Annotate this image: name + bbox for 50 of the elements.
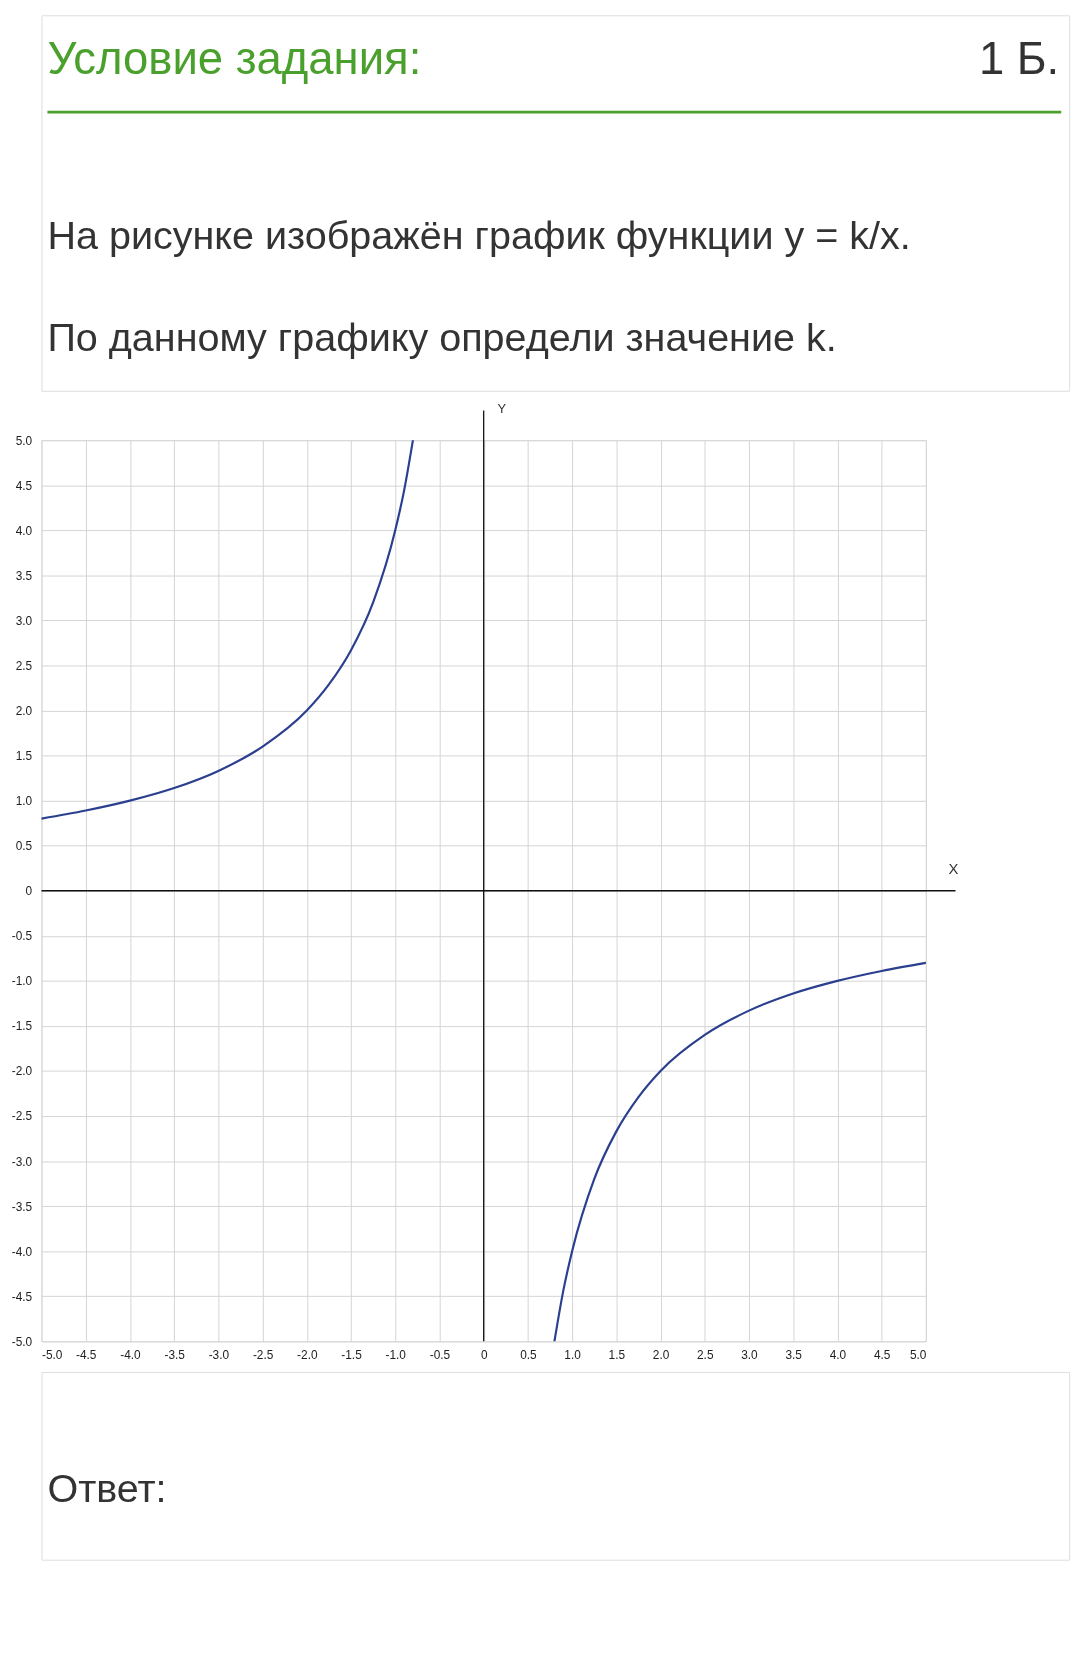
x-tick-label: -2.5 (252, 1347, 274, 1362)
y-tick-label: -5.0 (11, 1334, 33, 1349)
y-tick-label: 0 (25, 884, 33, 899)
x-tick-label: 0 (480, 1347, 488, 1362)
y-tick-label: -4.5 (11, 1289, 33, 1304)
y-tick-label: 4.5 (15, 478, 33, 493)
y-tick-label: -4.0 (11, 1244, 33, 1259)
x-tick-label: 5.0 (909, 1347, 927, 1362)
y-tick-label: -2.5 (11, 1109, 33, 1124)
x-tick-label: 0.5 (520, 1347, 538, 1362)
x-tick-label: -2.0 (297, 1347, 318, 1362)
x-tick-label: 2.0 (652, 1347, 670, 1362)
y-axis-title: Y (497, 400, 507, 416)
x-tick-label: 1.0 (564, 1347, 582, 1362)
y-tick-label: -1.0 (11, 974, 33, 989)
x-tick-label: 3.5 (785, 1347, 803, 1362)
x-tick-label: -1.0 (385, 1347, 407, 1362)
chart-title: Условие задания: (47, 32, 422, 84)
y-tick-label: 5.0 (15, 433, 33, 448)
text: На рисунке изображён график функции y = k/x. По данному графику определи значение k. (47, 213, 911, 360)
x-tick-label: 3.0 (741, 1347, 759, 1362)
x-tick-label: 1.5 (608, 1347, 626, 1362)
y-tick-label: -2.0 (11, 1064, 33, 1079)
line-series (553, 961, 926, 1342)
y-tick-label: 0.5 (15, 839, 33, 854)
y-tick-label: 2.5 (15, 658, 33, 673)
y-tick-label: 4.0 (15, 523, 33, 538)
line-series (41, 440, 415, 820)
x-tick-label: 2.5 (697, 1347, 714, 1362)
y-tick-label: -1.5 (11, 1019, 33, 1034)
y-tick-label: 3.0 (15, 613, 33, 628)
y-tick-label: -3.0 (11, 1154, 33, 1169)
y-tick-label: 3.5 (15, 568, 33, 583)
y-tick-label: 2.0 (15, 703, 33, 718)
y-tick-label: 1.0 (15, 794, 33, 809)
y-tick-label: 1.5 (15, 749, 33, 764)
text: Ответ: (47, 1466, 167, 1511)
y-tick-label: -3.5 (11, 1199, 33, 1214)
x-tick-label: -4.0 (120, 1347, 142, 1362)
x-tick-label: -5.0 (41, 1347, 63, 1362)
x-tick-label: 4.0 (829, 1347, 847, 1362)
x-tick-label: -3.0 (208, 1347, 230, 1362)
x-tick-label: 4.5 (873, 1347, 891, 1362)
x-tick-label: -0.5 (429, 1347, 451, 1362)
x-tick-label: -1.5 (341, 1347, 363, 1362)
x-axis-title: X (948, 860, 959, 877)
text: 1 Б. (978, 32, 1060, 84)
x-tick-label: -3.5 (164, 1347, 186, 1362)
y-tick-label: -0.5 (11, 929, 33, 944)
x-tick-label: -4.5 (76, 1347, 97, 1362)
